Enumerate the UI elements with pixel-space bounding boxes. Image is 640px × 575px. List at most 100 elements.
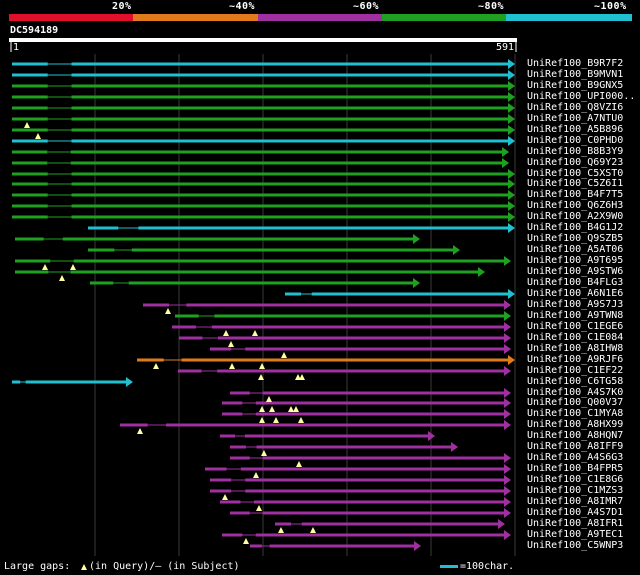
hit-segment bbox=[71, 73, 509, 77]
hit-label[interactable]: UniRef100_A8IMR7 bbox=[527, 496, 624, 507]
hit-label[interactable]: UniRef100_Q69Y23 bbox=[527, 157, 624, 168]
hit-segment bbox=[175, 314, 199, 318]
hit-label[interactable]: UniRef100_C1EGE6 bbox=[527, 321, 624, 332]
hit-arrow-head bbox=[498, 519, 505, 529]
query-gap-marker bbox=[288, 406, 294, 412]
hit-label[interactable]: UniRef100_A6N1E6 bbox=[527, 288, 624, 299]
hit-segment bbox=[218, 336, 504, 340]
hit-label[interactable]: UniRef100_B4G1J2 bbox=[527, 222, 624, 233]
hit-segment bbox=[210, 478, 232, 482]
hit-arrow-head bbox=[451, 442, 458, 452]
hit-arrow-head bbox=[504, 475, 511, 485]
legend-gap-description: (in Query)/– (in Subject) bbox=[89, 561, 240, 572]
hit-label[interactable]: UniRef100_C1E8G6 bbox=[527, 474, 624, 485]
hit-label[interactable]: UniRef100_B9MVN1 bbox=[527, 69, 624, 80]
hit-arrow-head bbox=[504, 256, 511, 266]
hit-label[interactable]: UniRef100_Q6Z6H3 bbox=[527, 200, 624, 211]
hit-segment bbox=[262, 456, 504, 460]
hit-arrow-head bbox=[508, 59, 515, 69]
hit-segment bbox=[255, 533, 504, 537]
hit-label[interactable]: UniRef100_B4FPR5 bbox=[527, 463, 624, 474]
hit-label[interactable]: UniRef100_C5Z6I1 bbox=[527, 178, 624, 189]
hit-segment bbox=[12, 95, 48, 99]
hit-segment bbox=[230, 391, 250, 395]
hit-label[interactable]: UniRef100_Q9SZB5 bbox=[527, 233, 624, 244]
hit-label[interactable]: UniRef100_B4F7T5 bbox=[527, 189, 624, 200]
query-gap-marker bbox=[222, 494, 228, 500]
query-gap-marker bbox=[24, 122, 30, 128]
hit-segment bbox=[15, 270, 49, 274]
hit-segment bbox=[128, 281, 413, 285]
hit-segment bbox=[12, 73, 48, 77]
hit-segment bbox=[70, 150, 503, 154]
hit-arrow-head bbox=[504, 344, 511, 354]
hit-label[interactable]: UniRef100_C1MZS3 bbox=[527, 485, 624, 496]
hit-label[interactable]: UniRef100_A2X9W0 bbox=[527, 211, 624, 222]
hit-arrow-head bbox=[504, 322, 511, 332]
hit-segment bbox=[138, 226, 508, 230]
hit-label[interactable]: UniRef100_A8IFF9 bbox=[527, 441, 624, 452]
query-gap-marker bbox=[295, 374, 301, 380]
hit-label[interactable]: UniRef100_C1MYA8 bbox=[527, 408, 624, 419]
hit-label[interactable]: UniRef100_A8IHW8 bbox=[527, 343, 624, 354]
legend-scale-text: =100char. bbox=[460, 561, 515, 572]
hit-label[interactable]: UniRef100_UPI000.. bbox=[527, 91, 636, 102]
scale-label-40: ~40% bbox=[229, 1, 256, 12]
hit-segment bbox=[71, 204, 509, 208]
hit-label[interactable]: UniRef100_Q00V37 bbox=[527, 397, 624, 408]
hit-label[interactable]: UniRef100_A9TEC1 bbox=[527, 529, 624, 540]
hit-label[interactable]: UniRef100_A4S7D1 bbox=[527, 507, 624, 518]
query-gap-marker bbox=[299, 374, 305, 380]
hit-label[interactable]: UniRef100_A9STW6 bbox=[527, 266, 624, 277]
hit-label[interactable]: UniRef100_B4FLG3 bbox=[527, 277, 624, 288]
hit-label[interactable]: UniRef100_A8IFR1 bbox=[527, 518, 624, 529]
hit-label[interactable]: UniRef100_A7NTU0 bbox=[527, 113, 624, 124]
hit-label[interactable]: UniRef100_A5AT06 bbox=[527, 244, 624, 255]
hit-arrow-head bbox=[508, 169, 515, 179]
hit-label[interactable]: UniRef100_C1E084 bbox=[527, 332, 624, 343]
hit-label[interactable]: UniRef100_A9RJF6 bbox=[527, 354, 624, 365]
hit-segment bbox=[73, 259, 505, 263]
hit-segment bbox=[12, 215, 48, 219]
hit-segment bbox=[71, 182, 509, 186]
hit-label[interactable]: UniRef100_A8HX99 bbox=[527, 419, 624, 430]
hit-segment bbox=[214, 314, 505, 318]
query-gap-marker bbox=[258, 374, 264, 380]
hit-label[interactable]: UniRef100_A4S7K0 bbox=[527, 387, 624, 398]
hit-label[interactable]: UniRef100_C5XST0 bbox=[527, 168, 624, 179]
hit-label[interactable]: UniRef100_A9T695 bbox=[527, 255, 624, 266]
hit-label[interactable]: UniRef100_C0PHD0 bbox=[527, 135, 624, 146]
hit-segment bbox=[222, 401, 243, 405]
hit-segment bbox=[244, 434, 428, 438]
hit-label[interactable]: UniRef100_A5B896 bbox=[527, 124, 624, 135]
query-end: 591 bbox=[496, 42, 515, 53]
hit-segment bbox=[12, 106, 48, 110]
hit-segment bbox=[71, 117, 509, 121]
query-gap-marker bbox=[296, 461, 302, 467]
hit-label[interactable]: UniRef100_A9TWN8 bbox=[527, 310, 624, 321]
hit-label[interactable]: UniRef100_B8B3Y9 bbox=[527, 146, 624, 157]
legend-text: Large gaps: bbox=[4, 561, 71, 572]
hit-arrow-head bbox=[508, 136, 515, 146]
hit-label[interactable]: UniRef100_B9R7F2 bbox=[527, 58, 624, 69]
hit-arrow-head bbox=[502, 158, 509, 168]
hit-label[interactable]: UniRef100_B9GNX5 bbox=[527, 80, 624, 91]
query-gap-marker bbox=[281, 352, 287, 358]
hit-label[interactable]: UniRef100_C6TG58 bbox=[527, 376, 624, 387]
hit-segment bbox=[12, 204, 48, 208]
hit-segment bbox=[166, 423, 504, 427]
hit-label[interactable]: UniRef100_A8HQN7 bbox=[527, 430, 624, 441]
hit-arrow-head bbox=[413, 234, 420, 244]
scale-segment-1 bbox=[9, 14, 133, 21]
hit-label[interactable]: UniRef100_C5WNP3 bbox=[527, 540, 624, 551]
hit-label[interactable]: UniRef100_A4S6G3 bbox=[527, 452, 624, 463]
hit-label[interactable]: UniRef100_Q8VZI6 bbox=[527, 102, 624, 113]
hit-label[interactable]: UniRef100_C1EF22 bbox=[527, 365, 624, 376]
hit-arrow-head bbox=[413, 278, 420, 288]
query-gap-marker bbox=[278, 527, 284, 533]
hit-label[interactable]: UniRef100_A9S7J3 bbox=[527, 299, 624, 310]
hit-arrow-head bbox=[478, 267, 485, 277]
hit-segment bbox=[205, 467, 227, 471]
hit-segment bbox=[71, 172, 509, 176]
